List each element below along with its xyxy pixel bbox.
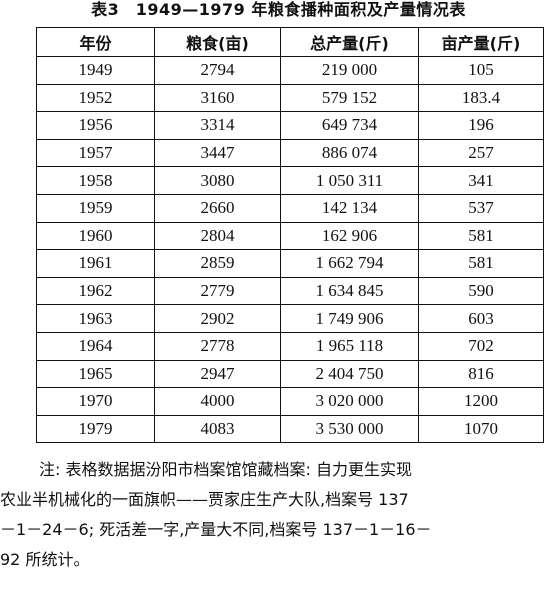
cell-grain-area: 3160 [154,83,281,113]
cell-grain-area: 3447 [154,138,281,168]
cell-grain-area: 2902 [154,304,281,333]
table-row: 1949 2794 219 000 105 [36,56,544,85]
cell-yield-per-mu: 196 [418,111,544,140]
cell-total-output: 649 734 [280,111,419,140]
cell-yield-per-mu: 581 [418,221,544,251]
table-row: 1956 3314 649 734 196 [36,111,544,140]
table-row: 1963 2902 1 749 906 603 [36,304,544,333]
header-total-output: 总产量(斤) [280,27,419,57]
cell-grain-area: 4083 [154,414,281,444]
cell-year: 1959 [36,193,155,223]
cell-grain-area: 3080 [154,166,281,195]
cell-yield-per-mu: 603 [418,304,544,333]
table-row: 1961 2859 1 662 794 581 [36,249,544,278]
cell-yield-per-mu: 702 [418,331,544,361]
cell-grain-area: 2778 [154,331,281,361]
cell-yield-per-mu: 183.4 [418,83,544,113]
cell-grain-area: 4000 [154,387,281,416]
table-row: 1957 3447 886 074 257 [36,138,544,168]
cell-year: 1949 [36,56,155,85]
cell-yield-per-mu: 257 [418,138,544,168]
cell-grain-area: 3314 [154,111,281,140]
table-row: 1960 2804 162 906 581 [36,221,544,251]
table-row: 1964 2778 1 965 118 702 [36,331,544,361]
cell-year: 1957 [36,138,155,168]
table-row: 1952 3160 579 152 183.4 [36,83,544,113]
cell-year: 1962 [36,276,155,306]
cell-total-output: 162 906 [280,221,419,251]
cell-year: 1970 [36,387,155,416]
cell-total-output: 886 074 [280,138,419,168]
cell-yield-per-mu: 816 [418,359,544,389]
note-line: 注: 表格数据据汾阳市档案馆馆藏档案: 自力更生实现 [39,460,412,479]
cell-total-output: 3 530 000 [280,414,419,444]
cell-total-output: 142 134 [280,193,419,223]
cell-yield-per-mu: 105 [418,56,544,85]
cell-yield-per-mu: 1200 [418,387,544,416]
header-yield-per-mu: 亩产量(斤) [418,27,544,57]
table-row: 1965 2947 2 404 750 816 [36,359,544,389]
cell-total-output: 1 050 311 [280,166,419,195]
table-header-row: 年份 粮食(亩) 总产量(斤) 亩产量(斤) [36,27,544,57]
cell-grain-area: 2794 [154,56,281,85]
cell-yield-per-mu: 1070 [418,414,544,444]
cell-year: 1960 [36,221,155,251]
cell-year: 1952 [36,83,155,113]
table-row: 1959 2660 142 134 537 [36,193,544,223]
table-row: 1962 2779 1 634 845 590 [36,276,544,306]
table-row: 1958 3080 1 050 311 341 [36,166,544,195]
cell-total-output: 1 965 118 [280,331,419,361]
header-year: 年份 [36,27,155,57]
cell-yield-per-mu: 581 [418,249,544,278]
table-caption: 表3 1949—1979 年粮食播种面积及产量情况表 [91,0,466,19]
cell-yield-per-mu: 537 [418,193,544,223]
table-body: 1949 2794 219 000 105 1952 3160 579 152 183.4 19… [36,56,544,444]
cell-year: 1979 [36,414,155,444]
cell-year: 1958 [36,166,155,195]
cell-total-output: 579 152 [280,83,419,113]
cell-year: 1964 [36,331,155,361]
cell-grain-area: 2804 [154,221,281,251]
cell-year: 1961 [36,249,155,278]
header-grain-area: 粮食(亩) [154,27,281,57]
cell-total-output: 1 662 794 [280,249,419,278]
table-note: 注: 表格数据据汾阳市档案馆馆藏档案: 自力更生实现 农业半机械化的一面旗帜——… [0,455,553,575]
cell-year: 1965 [36,359,155,389]
cell-total-output: 2 404 750 [280,359,419,389]
table-row: 1970 4000 3 020 000 1200 [36,387,544,416]
cell-year: 1956 [36,111,155,140]
cell-yield-per-mu: 590 [418,276,544,306]
cell-grain-area: 2947 [154,359,281,389]
cell-yield-per-mu: 341 [418,166,544,195]
table-row: 1979 4083 3 530 000 1070 [36,414,544,444]
grain-production-table: 年份 粮食(亩) 总产量(斤) 亩产量(斤) 1949 2794 219 000 10… [36,27,544,444]
cell-total-output: 1 749 906 [280,304,419,333]
note-line: 92 所统计。 [0,550,90,569]
cell-grain-area: 2779 [154,276,281,306]
cell-total-output: 1 634 845 [280,276,419,306]
note-line: －1－24－6; 死活差一字,产量大不同,档案号 137－1－16－ [0,520,432,539]
cell-grain-area: 2859 [154,249,281,278]
cell-grain-area: 2660 [154,193,281,223]
note-line: 农业半机械化的一面旗帜——贾家庄生产大队,档案号 137 [0,490,409,509]
cell-year: 1963 [36,304,155,333]
cell-total-output: 3 020 000 [280,387,419,416]
cell-total-output: 219 000 [280,56,419,85]
